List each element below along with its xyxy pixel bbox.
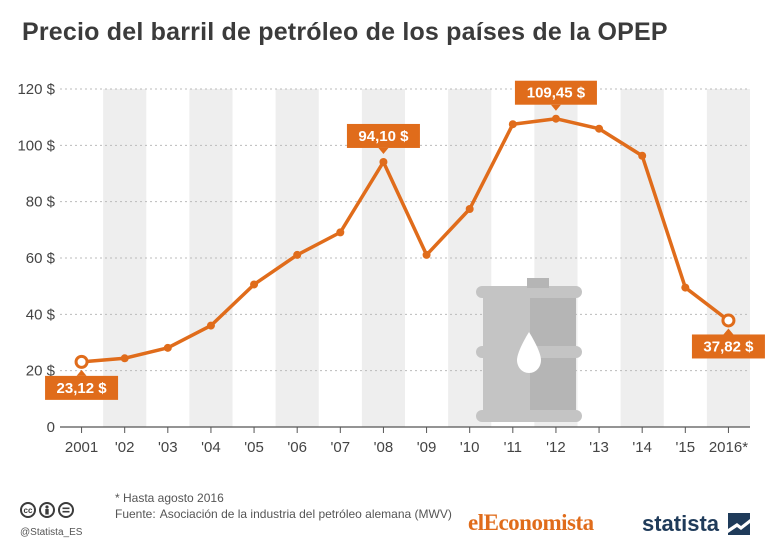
oil-barrel-icon	[476, 278, 582, 422]
data-point	[336, 228, 345, 237]
data-point	[163, 343, 172, 352]
data-label: 109,45 $	[514, 80, 597, 111]
x-tick-label: '12	[546, 439, 566, 456]
x-tick-label: '07	[331, 439, 351, 456]
y-tick-label: 40 $	[26, 306, 56, 323]
by-icon[interactable]	[39, 502, 55, 518]
x-tick-label: '14	[632, 439, 652, 456]
y-tick-label: 20 $	[26, 363, 56, 380]
nd-icon[interactable]	[58, 502, 74, 518]
year-band	[706, 89, 750, 427]
data-label: 37,82 $	[691, 328, 765, 359]
data-label: 94,10 $	[346, 123, 420, 154]
data-point	[551, 114, 560, 123]
data-point-marker	[74, 354, 89, 369]
x-tick-label: '09	[417, 439, 437, 456]
data-label-text: 37,82 $	[703, 338, 754, 355]
x-tick-label: '03	[158, 439, 178, 456]
y-tick-label: 100 $	[17, 137, 55, 154]
x-tick-label: '10	[460, 439, 480, 456]
data-point-marker	[721, 313, 736, 328]
year-band	[620, 89, 664, 427]
data-point	[508, 120, 517, 129]
statista-logo-icon	[728, 513, 750, 535]
footer-note: * Hasta agosto 2016 Fuente: Asociación d…	[115, 490, 480, 522]
line-chart: 0 20 $ 40 $ 60 $ 80 $ 100 $ 120 $ 2001 '02 '03 '0…	[17, 80, 765, 456]
data-point	[681, 283, 690, 292]
data-label-text: 23,12 $	[57, 380, 108, 397]
chart-title: Precio del barril de petróleo de los paí…	[22, 18, 668, 46]
license-icons: cc	[20, 502, 74, 518]
statista-logo[interactable]: statista	[642, 511, 720, 536]
data-point	[120, 354, 129, 363]
data-point	[250, 280, 259, 289]
x-tick-label: '06	[287, 439, 307, 456]
data-label-text: 94,10 $	[358, 128, 409, 145]
data-point	[422, 250, 431, 259]
data-point	[638, 151, 647, 160]
x-tick-label: '13	[589, 439, 609, 456]
social-handle[interactable]: @Statista_ES	[20, 527, 83, 538]
y-tick-label: 80 $	[26, 194, 56, 211]
eleconomista-logo[interactable]: elEconomista	[468, 510, 594, 535]
data-point	[465, 204, 474, 213]
source-label: Fuente:	[115, 507, 156, 521]
series-line	[79, 116, 731, 364]
cc-icon[interactable]: cc	[20, 502, 36, 518]
data-point	[293, 250, 302, 259]
x-tick-label: '02	[115, 439, 135, 456]
x-tick-label: '11	[504, 439, 522, 456]
data-point	[379, 157, 388, 166]
x-tick-label: 2016*	[709, 439, 748, 456]
x-tick-label: '04	[201, 439, 221, 456]
x-tick-label: '08	[374, 439, 394, 456]
x-tick-label: '15	[676, 439, 696, 456]
data-point	[206, 321, 215, 330]
data-label: 23,12 $	[45, 369, 119, 400]
x-tick-label: 2001	[65, 439, 98, 456]
y-tick-label: 0	[47, 419, 55, 436]
footnote: * Hasta agosto 2016	[115, 491, 224, 505]
x-tick-label: '05	[244, 439, 264, 456]
data-point	[595, 124, 604, 133]
y-tick-label: 120 $	[17, 81, 55, 98]
source-text: Asociación de la industria del petróleo …	[159, 507, 452, 521]
y-tick-label: 60 $	[26, 250, 56, 267]
data-label-text: 109,45 $	[527, 85, 586, 102]
